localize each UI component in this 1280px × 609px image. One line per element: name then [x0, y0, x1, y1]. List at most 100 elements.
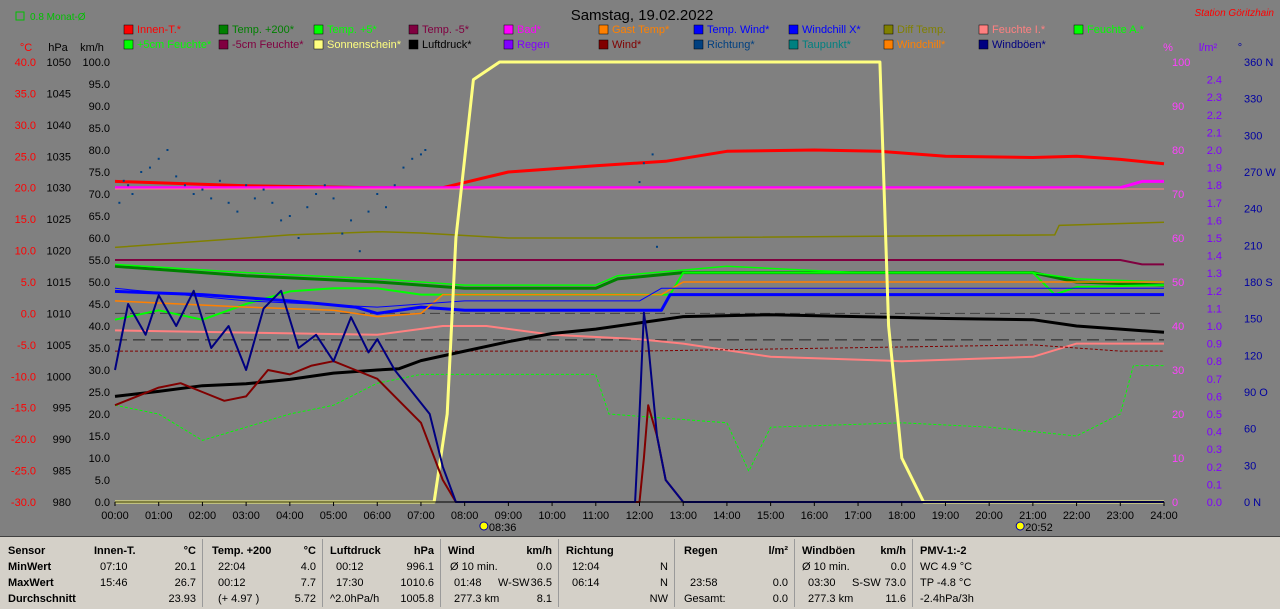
direction-axis-tick: 300: [1244, 130, 1262, 142]
legend-label: Luftdruck*: [422, 39, 472, 51]
boeen-unit: km/h: [880, 545, 906, 557]
series-temp-wind-: [114, 289, 1164, 315]
richtung-min-time: 12:04: [572, 561, 600, 573]
direction-point: [384, 206, 387, 209]
direction-axis-tick: 240: [1244, 204, 1262, 216]
direction-point: [118, 201, 121, 204]
legend-label: Diff Temp.: [897, 24, 946, 36]
direction-point: [245, 184, 248, 187]
pressure-axis-tick: 1000: [47, 371, 71, 383]
series-bad-: [115, 179, 1164, 190]
innen-max-time: 15:46: [100, 577, 128, 589]
direction-point: [393, 184, 396, 187]
series-windb-en-: [114, 289, 1164, 503]
sensor-head: Sensor: [8, 545, 46, 557]
rain-axis-tick: 0.7: [1207, 374, 1222, 386]
direction-axis-tick: 0 N: [1244, 497, 1261, 509]
wind-axis-tick: 75.0: [89, 167, 110, 179]
luftdruck-min-time: 00:12: [336, 561, 364, 573]
direction-point: [175, 175, 178, 178]
direction-point: [297, 237, 300, 239]
pressure-axis-tick: 1025: [47, 214, 71, 226]
pressure-axis-tick: 990: [53, 434, 71, 446]
direction-point: [148, 166, 151, 169]
humidity-axis-tick: 70: [1172, 189, 1184, 201]
wind-axis-tick: 80.0: [89, 145, 110, 157]
monat-box-icon: [15, 11, 25, 21]
pressure-axis-tick: 1020: [47, 246, 71, 258]
series--5cm-feuchte-: [114, 263, 1165, 286]
wind-axis-tick: 50.0: [89, 277, 110, 289]
series-luftdruck-: [114, 313, 1165, 398]
temp200-max-time: 00:12: [218, 577, 246, 589]
legend-swatch: [978, 39, 989, 50]
legend-label: Regen: [517, 39, 549, 51]
x-tick-label: 24:00: [1150, 510, 1178, 522]
innen-min-val: 20.1: [174, 561, 196, 573]
direction-point: [638, 181, 641, 184]
legend-swatch: [978, 24, 989, 35]
x-tick-label: 19:00: [932, 510, 960, 522]
x-tick-label: 17:00: [844, 510, 872, 522]
rain-axis-tick: 1.9: [1207, 163, 1222, 175]
legend-label: Feuchte A.*: [1087, 24, 1145, 36]
wind-unit: km/h: [80, 42, 104, 54]
wind-axis-tick: 20.0: [89, 409, 110, 421]
rain-unit: l/m²: [1199, 42, 1218, 54]
legend-label: -5cm Feuchte*: [232, 39, 304, 51]
rain-axis-tick: 1.0: [1207, 321, 1222, 333]
direction-point: [376, 193, 379, 195]
richtung-min-val: N: [660, 561, 668, 573]
innen-unit: °C: [183, 545, 196, 557]
series-taupunkt-: [115, 344, 1164, 352]
direction-point: [424, 149, 427, 151]
series-feuchte-i-: [114, 325, 1164, 363]
humidity-axis-tick: 10: [1172, 453, 1184, 465]
temp200-unit: °C: [303, 545, 316, 557]
legend-label: Temp. +200*: [232, 24, 295, 36]
temp-axis-tick: 20.0: [15, 183, 36, 195]
direction-point: [210, 197, 213, 200]
direction-point: [411, 157, 414, 160]
legend-label: +5cm Feuchte*: [137, 39, 212, 51]
temp-axis-tick: -20.0: [11, 434, 36, 446]
legend-label: Temp. +5*: [327, 24, 378, 36]
series-temp-200-: [114, 264, 1165, 290]
direction-point: [201, 188, 204, 191]
direction-point: [341, 232, 344, 235]
humidity-axis-tick: 30: [1172, 365, 1184, 377]
direction-point: [127, 184, 130, 187]
legend-swatch: [218, 24, 229, 35]
legend-label: Innen-T.*: [137, 24, 182, 36]
legend-label: Windchill X*: [802, 24, 861, 36]
rain-axis-tick: 1.3: [1207, 268, 1222, 280]
temp-unit: °C: [20, 42, 32, 54]
direction-point: [236, 210, 239, 213]
legend-label: Taupunkt*: [802, 39, 852, 51]
direction-point: [358, 250, 361, 253]
legend-swatch: [788, 39, 799, 50]
wind-axis-tick: 40.0: [89, 321, 110, 333]
sunrise-icon: [479, 521, 489, 531]
pressure-axis-tick: 1005: [47, 340, 71, 352]
pressure-axis-tick: 1030: [47, 183, 71, 195]
pressure-unit: hPa: [48, 42, 68, 54]
rain-axis-tick: 1.5: [1207, 233, 1222, 245]
richtung-max-val: N: [660, 577, 668, 589]
direction-point: [332, 197, 335, 200]
temp-axis-tick: -25.0: [11, 466, 36, 478]
summary-pmv: PMV-1:-2 WC 4.9 °C TP -4.8 °C -2.4hPa/3h: [916, 539, 1006, 607]
legend-swatch: [123, 24, 134, 35]
summary-innen: Innen-T. °C 07:10 20.1 15:46 26.7 23.93: [90, 539, 203, 607]
wind-axis-tick: 65.0: [89, 211, 110, 223]
direction-point: [367, 210, 370, 213]
legend-swatch: [313, 24, 324, 35]
x-tick-label: 01:00: [145, 510, 173, 522]
regen-max-time: 23:58: [690, 577, 718, 589]
wind-axis-tick: 90.0: [89, 101, 110, 113]
monat-label: 0.8 Monat-Ø: [30, 12, 86, 23]
summary-table: Sensor MinWert MaxWert Durchschnitt Inne…: [0, 536, 1280, 609]
rain-axis-tick: 2.2: [1207, 110, 1222, 122]
x-tick-label: 18:00: [888, 510, 916, 522]
x-tick-label: 10:00: [538, 510, 566, 522]
